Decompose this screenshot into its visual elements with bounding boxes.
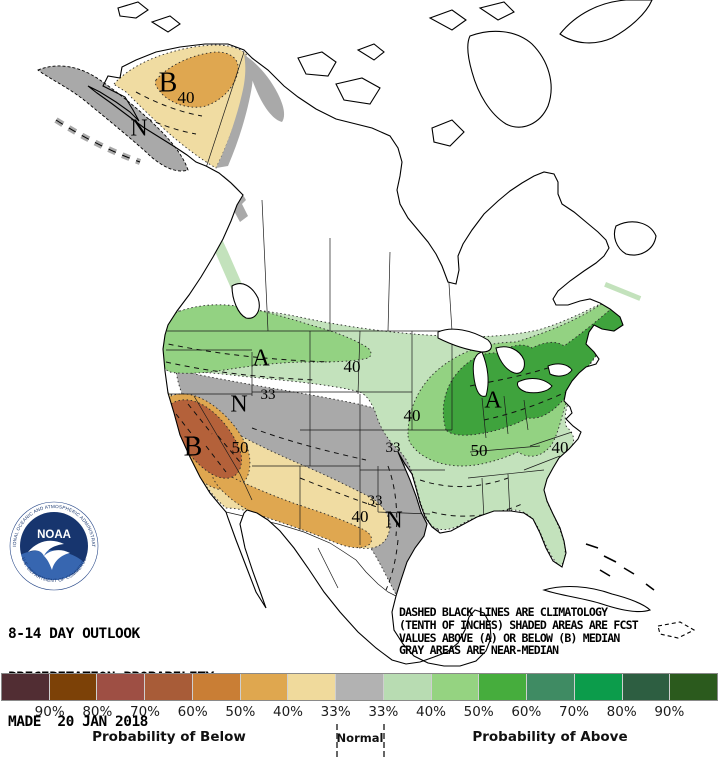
annotation-line-1: DASHED BLACK LINES ARE CLIMATOLOGY <box>399 606 608 619</box>
normal-bracket-right <box>383 724 385 757</box>
map-label-n: N <box>130 115 148 142</box>
map-label-40: 40 <box>351 507 369 527</box>
region-below-50-california-core <box>168 399 242 479</box>
legend-below-caption: Probability of Below <box>92 729 246 745</box>
legend-color-block <box>2 674 50 700</box>
logo-light-blue-wave <box>20 550 88 580</box>
legend-boundary-label: 70% <box>558 704 590 720</box>
annotation-line-2: (TENTH OF INCHES) SHADED AREAS ARE FCST <box>399 617 639 632</box>
legend-normal-caption: Normal <box>336 731 384 745</box>
legend-color-block <box>145 674 193 700</box>
legend-boundary-label: 40% <box>415 704 447 720</box>
legend-color-block <box>192 674 241 700</box>
legend-boundary-label: 60% <box>177 704 208 720</box>
aleutian-islands-outline <box>55 119 141 163</box>
legend-above-caption: Probability of Above <box>472 729 628 745</box>
logo-noaa-text: NOAA <box>37 529 71 541</box>
normal-bracket-left <box>336 724 338 757</box>
map-label-40: 40 <box>177 88 195 108</box>
legend-color-block <box>479 674 528 700</box>
legend-color-block <box>527 674 575 700</box>
map-label-n: N <box>385 507 403 534</box>
legend-color-block <box>670 674 718 700</box>
map-label-33: 33 <box>385 440 401 457</box>
legend-colorbar <box>1 673 718 701</box>
map-label-40: 40 <box>551 438 569 458</box>
map-label-a: A <box>252 345 270 372</box>
legend-color-block <box>622 674 671 700</box>
legend-boundary-label: 33% <box>368 704 399 720</box>
map-label-b: B <box>158 67 178 99</box>
map-label-50: 50 <box>231 438 249 458</box>
region-near-median-yukon-coast <box>246 56 285 122</box>
legend-boundary-label: 33% <box>320 704 351 720</box>
legend-boundary-label: 70% <box>129 704 161 720</box>
region-below-40-alaska-core <box>154 51 239 108</box>
legend-boundary-label: 50% <box>463 704 494 720</box>
legend-boundary-label: 80% <box>82 704 113 720</box>
mainland-coastline <box>87 43 624 667</box>
legend-color-block <box>49 674 98 700</box>
map-label-40: 40 <box>343 357 361 377</box>
legend-color-block <box>336 674 384 700</box>
great-lakes <box>437 328 573 397</box>
legend-color-block <box>240 674 289 700</box>
legend-color-block <box>574 674 623 700</box>
region-below-40-southwest-band <box>211 467 372 549</box>
map-label-50: 50 <box>470 441 488 461</box>
legend-color-block <box>431 674 480 700</box>
legend-boundary-label: 60% <box>511 704 542 720</box>
map-label-33: 33 <box>260 387 276 404</box>
map-label-40: 40 <box>403 406 421 426</box>
annotation-line-4: GRAY AREAS ARE NEAR-MEDIAN <box>399 643 559 658</box>
legend-color-block <box>383 674 432 700</box>
legend-boundary-label: 40% <box>272 704 304 720</box>
annotation-block: DASHED BLACK LINES ARE CLIMATOLOGY (TENT… <box>399 606 719 657</box>
title-line-outlook: 8-14 DAY OUTLOOK <box>8 625 140 642</box>
map-label-33: 33 <box>367 493 383 510</box>
legend-boundary-label: 90% <box>654 704 685 720</box>
map-label-a: A <box>484 387 502 414</box>
gulf-st-lawrence-green-streak <box>604 282 642 301</box>
legend-boundary-label: 50% <box>225 704 256 720</box>
legend-color-block <box>288 674 337 700</box>
shaded-regions <box>113 44 623 599</box>
legend-color-block <box>97 674 146 700</box>
siberia-coast-strip <box>37 65 189 172</box>
arctic-islands <box>117 0 657 319</box>
logo-gull-lower-wing <box>44 550 70 570</box>
caribbean-islands <box>542 543 696 639</box>
region-above-40-northwest <box>159 304 372 374</box>
climatology-dashed-lines <box>129 91 567 591</box>
north-america-map <box>37 0 696 667</box>
annotation-line-3: VALUES ABOVE (A) OR BELOW (B) MEDIAN <box>399 630 620 645</box>
legend-boundary-label: 80% <box>606 704 637 720</box>
map-label-b: B <box>183 431 203 463</box>
map-label-n: N <box>230 391 248 418</box>
title-line-made: MADE 20 JAN 2018 <box>8 714 148 731</box>
noaa-logo: NOAA NATIONAL OCEANIC AND ATMOSPHERIC AD… <box>8 498 99 591</box>
logo-gull-upper-wing <box>28 540 64 556</box>
legend-boundary-label: 90% <box>34 704 65 720</box>
